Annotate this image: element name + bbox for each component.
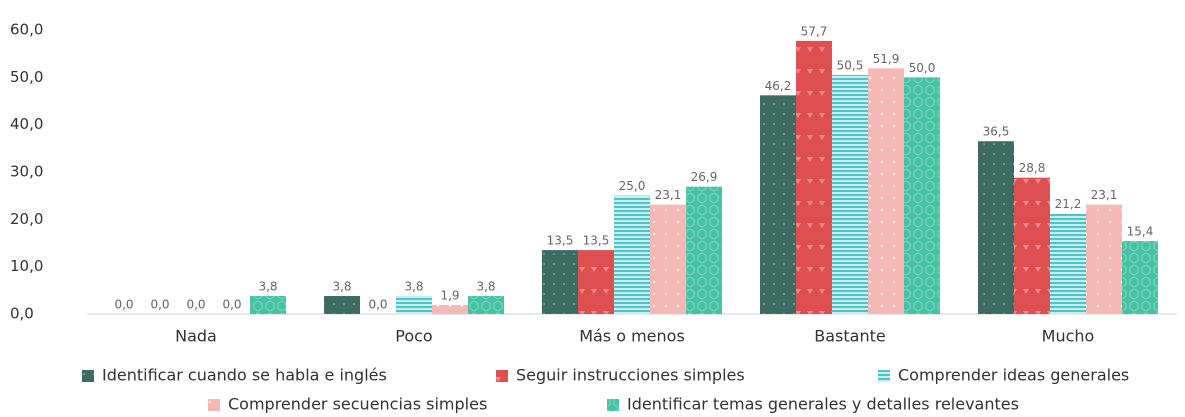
value-label: 28,8: [1019, 161, 1046, 175]
value-label: 3,8: [404, 280, 423, 294]
bar: [868, 68, 904, 314]
bar: [578, 250, 614, 314]
value-label: 3,8: [258, 280, 277, 294]
value-label: 46,2: [765, 79, 792, 93]
legend-label: Identificar cuando se habla e inglés: [102, 366, 387, 385]
value-label: 26,9: [691, 170, 718, 184]
bar: [614, 195, 650, 314]
value-label: 50,0: [909, 61, 936, 75]
value-label: 15,4: [1127, 225, 1154, 239]
bar: [760, 95, 796, 314]
value-label: 23,1: [655, 188, 682, 202]
legend-swatch: [208, 399, 220, 411]
value-label: 13,5: [583, 234, 610, 248]
bar: [468, 296, 504, 314]
value-label: 0,0: [150, 298, 169, 312]
value-label: 25,0: [619, 179, 646, 193]
legend-swatch: [496, 370, 508, 382]
x-tick-label: Bastante: [814, 327, 885, 346]
x-tick-label: Más o menos: [579, 327, 685, 346]
y-tick-label: 50,0: [10, 68, 43, 86]
legend-label: Seguir instrucciones simples: [516, 366, 745, 385]
bar: [324, 296, 360, 314]
bar: [1086, 204, 1122, 314]
y-tick-label: 0,0: [10, 305, 34, 323]
legend-swatch: [878, 370, 890, 382]
value-label: 36,5: [983, 125, 1010, 139]
bar: [542, 250, 578, 314]
value-label: 1,9: [440, 289, 459, 303]
legend-label: Comprender secuencias simples: [228, 395, 487, 414]
y-tick-label: 60,0: [10, 21, 43, 39]
y-tick-label: 30,0: [10, 163, 43, 181]
value-label: 0,0: [222, 298, 241, 312]
y-tick-label: 10,0: [10, 257, 43, 275]
bar: [832, 74, 868, 314]
legend-label: Comprender ideas generales: [898, 366, 1129, 385]
value-label: 57,7: [801, 24, 828, 38]
x-tick-label: Mucho: [1042, 327, 1095, 346]
bar: [796, 40, 832, 315]
bar: [432, 305, 468, 314]
bar: [650, 204, 686, 314]
legend-swatch: [82, 370, 94, 382]
legend-swatch: [607, 399, 619, 411]
bar: [250, 296, 286, 314]
bar: [978, 141, 1014, 314]
value-label: 3,8: [476, 280, 495, 294]
bar: [686, 186, 722, 314]
bar: [1122, 241, 1158, 314]
x-tick-label: Nada: [175, 327, 217, 346]
y-tick-label: 20,0: [10, 210, 43, 228]
value-label: 0,0: [186, 298, 205, 312]
bar: [1050, 213, 1086, 314]
bar: [396, 296, 432, 314]
value-label: 13,5: [547, 234, 574, 248]
value-label: 3,8: [332, 280, 351, 294]
legend-label: Identificar temas generales y detalles r…: [627, 395, 1019, 414]
value-label: 0,0: [368, 298, 387, 312]
bar: [1014, 177, 1050, 314]
value-label: 23,1: [1091, 188, 1118, 202]
value-label: 0,0: [114, 298, 133, 312]
x-tick-label: Poco: [395, 327, 432, 346]
y-tick-label: 40,0: [10, 115, 43, 133]
value-label: 21,2: [1055, 197, 1082, 211]
bar: [904, 77, 940, 314]
value-label: 50,5: [837, 58, 864, 72]
value-label: 51,9: [873, 52, 900, 66]
